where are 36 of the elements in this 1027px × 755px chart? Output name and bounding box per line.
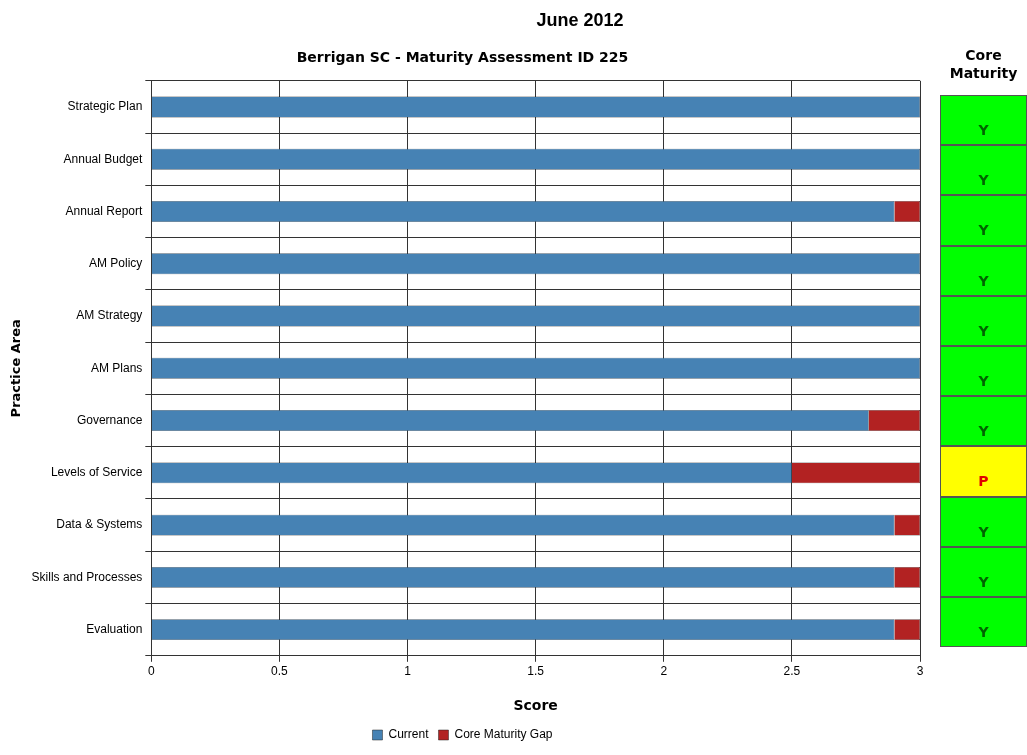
text: Y [940,245,1027,296]
chart-subtitle: Berrigan SC - Maturity Assessment ID 225 [296,49,629,66]
y-tick-label: Annual Budget [63,151,143,166]
x-axis-title: Score [513,697,558,714]
y-tick-label: Strategic Plan [67,99,143,114]
y-tick-label: Governance [76,412,143,427]
text: Y [940,596,1027,648]
x-tick-label: 1.5 [527,664,545,679]
text: Y [940,145,1027,196]
text: P [940,446,1027,497]
x-tick-label: 1 [404,664,412,679]
legend-label: Core Maturity Gap [454,727,553,742]
x-tick-label: 2.5 [783,664,801,679]
y-tick-label: Data & Systems [56,517,143,532]
text: Y [940,95,1027,146]
y-tick-label: Annual Report [65,203,143,218]
chart-title: June 2012 [535,10,625,31]
text: Y [940,295,1027,346]
text: Y [940,345,1027,397]
legend-label: Current [388,727,430,742]
text: Y [940,396,1027,447]
y-tick-label: Skills and Processes [31,569,143,584]
x-tick-label: 0.5 [271,664,289,679]
x-tick-label: 0 [147,664,155,679]
text: Y [940,195,1027,246]
y-tick-label: Evaluation [86,621,143,636]
y-tick-label: AM Strategy [76,308,143,323]
x-tick-label: 3 [916,664,924,679]
y-tick-label: Levels of Service [50,465,143,480]
y-tick-label: AM Plans [90,360,143,375]
text: Y [940,546,1027,597]
x-tick-label: 2 [660,664,668,679]
y-tick-label: AM Policy [88,256,143,271]
text: Core Maturity [948,46,1019,83]
y-axis-title: Practice Area [8,319,24,418]
text: Y [940,496,1027,547]
